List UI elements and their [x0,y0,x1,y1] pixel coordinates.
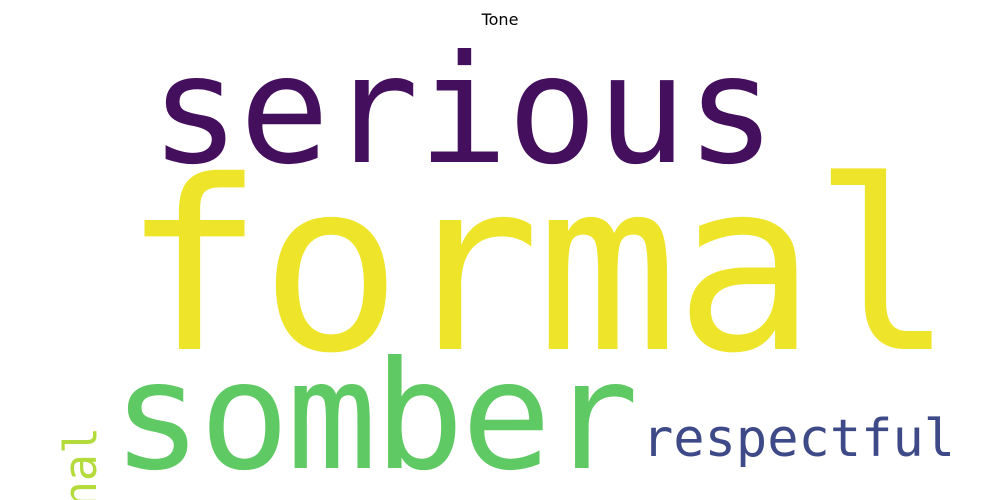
word-professional: professional [54,400,107,500]
chart-title: Tone [481,10,519,29]
word-formal: formal [122,130,955,405]
word-professional-wrapper: professional [54,93,107,500]
word-serious: serious [150,24,776,198]
word-somber: somber [112,330,639,500]
word-respectful: respectful [642,409,956,469]
